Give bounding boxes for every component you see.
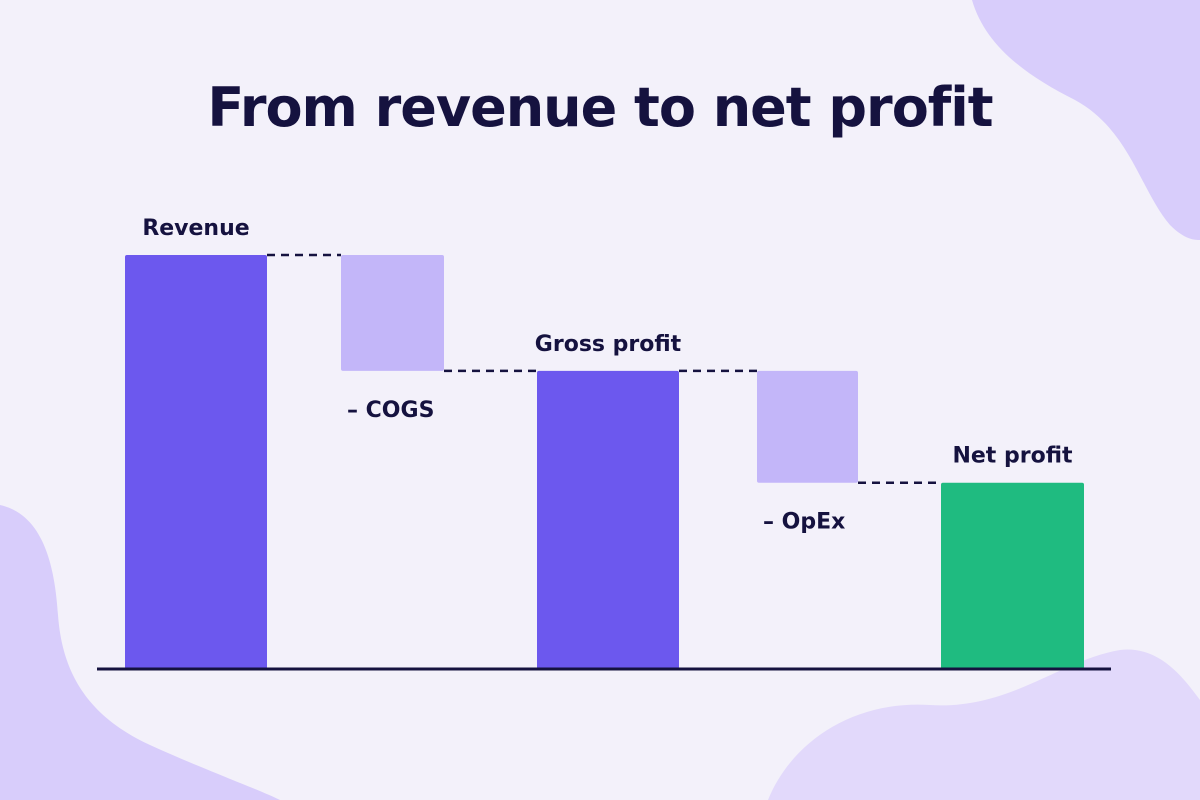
bar-label-gross-profit: Gross profit [535,332,682,357]
bar-label-revenue: Revenue [142,216,249,241]
chart-title: From revenue to net profit [207,76,993,139]
connector-lines [267,253,941,484]
bar-opex [757,370,858,483]
bottom-left-blob [0,505,280,800]
bar-label-cogs: – COGS [347,398,434,423]
top-right-blob [972,0,1200,240]
bottom-right-blob [768,649,1200,800]
bar-cogs [341,255,444,371]
bar-gross-profit [537,370,679,669]
bar-revenue [125,255,267,669]
bar-label-net-profit: Net profit [952,444,1073,469]
bar-label-opex: – OpEx [763,510,845,535]
bars [125,255,1084,669]
bar-net-profit [941,482,1084,669]
bar-labels: Revenue – COGS Gross profit – OpEx Net profi… [142,216,1073,535]
